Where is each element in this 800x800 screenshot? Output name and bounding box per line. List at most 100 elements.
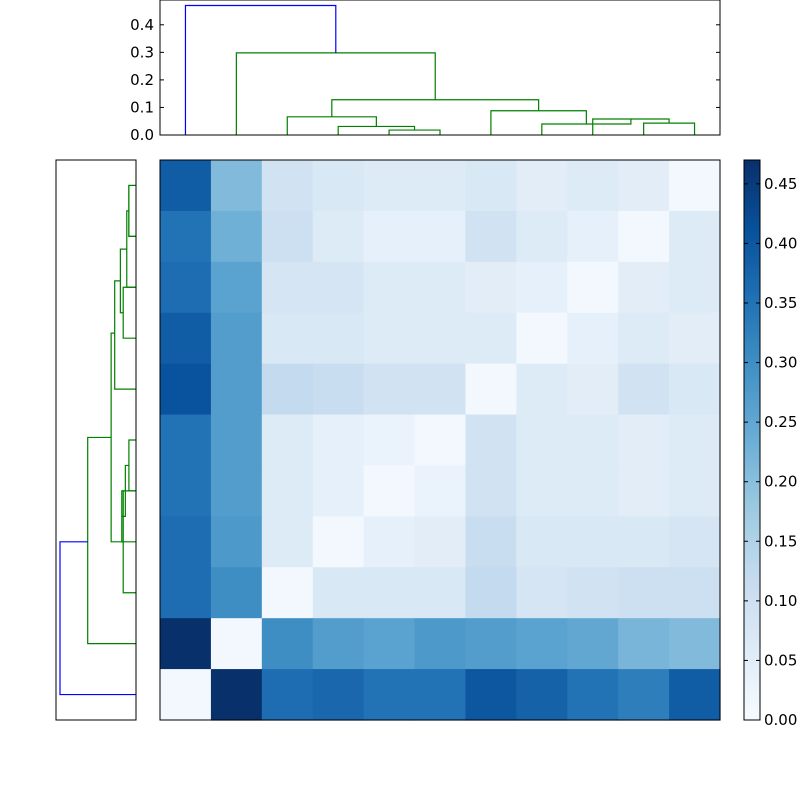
- heatmap-cell: [567, 210, 619, 263]
- top-dendrogram-tick-label: 0.0: [130, 126, 154, 144]
- heatmap-cell: [465, 465, 517, 517]
- heatmap-cell: [669, 160, 721, 212]
- heatmap-cell: [414, 516, 467, 568]
- heatmap-cell: [312, 465, 365, 517]
- left-dendrogram-link: [59, 541, 136, 696]
- top-dendrogram: 0.0 0.1 0.2 0.3 0.4: [130, 0, 721, 144]
- heatmap-cell: [363, 312, 416, 365]
- heatmap-cell: [516, 465, 568, 517]
- heatmap-cell: [669, 669, 721, 721]
- heatmap-cell: [567, 261, 619, 314]
- top-dendrogram-link: [388, 129, 441, 135]
- heatmap-cell: [363, 210, 416, 263]
- heatmap-cell: [567, 465, 619, 517]
- heatmap-cell: [618, 465, 670, 517]
- heatmap-cell: [160, 669, 212, 721]
- left-dendrogram-link: [122, 286, 136, 339]
- heatmap-cell: [312, 516, 365, 568]
- top-dendrogram-tick-label: 0.2: [130, 71, 154, 89]
- heatmap-cell: [363, 363, 416, 416]
- heatmap-cell: [160, 567, 212, 619]
- colorbar-tick-label: 0.40: [764, 234, 797, 252]
- heatmap-cell: [516, 312, 568, 365]
- colorbar-gradient: [743, 159, 761, 721]
- heatmap-cell: [261, 516, 314, 568]
- colorbar-tick-label: 0.25: [764, 413, 797, 431]
- heatmap-cell: [261, 669, 314, 721]
- heatmap-cell: [516, 210, 568, 263]
- heatmap-cell: [465, 312, 517, 365]
- heatmap-cell: [567, 363, 619, 416]
- heatmap-cell: [210, 261, 263, 314]
- heatmap-cell: [618, 261, 670, 314]
- heatmap-cell: [261, 160, 314, 212]
- heatmap-cell: [160, 414, 212, 467]
- top-dendrogram-y-axis: 0.0 0.1 0.2 0.3 0.4: [130, 16, 720, 144]
- heatmap-cell: [465, 261, 517, 314]
- heatmap-cell: [160, 261, 212, 314]
- heatmap-cell: [465, 210, 517, 263]
- heatmap-cell: [261, 312, 314, 365]
- top-dendrogram-links: [184, 4, 696, 135]
- heatmap-cell: [618, 210, 670, 263]
- heatmap-cell: [669, 210, 721, 263]
- heatmap-cell: [465, 567, 517, 619]
- heatmap-cell: [618, 567, 670, 619]
- heatmap-cell: [618, 160, 670, 212]
- heatmap-cell: [210, 465, 263, 517]
- heatmap-cell: [618, 363, 670, 416]
- heatmap-cell: [160, 160, 212, 212]
- heatmap-cell: [516, 669, 568, 721]
- colorbar-tick-label: 0.35: [764, 294, 797, 312]
- heatmap-cell: [465, 363, 517, 416]
- top-dendrogram-link: [235, 52, 436, 135]
- heatmap-cell: [516, 567, 568, 619]
- heatmap-frame: [159, 159, 721, 721]
- heatmap-cell: [210, 618, 263, 670]
- heatmap-cell: [210, 210, 263, 263]
- heatmap-cell: [261, 261, 314, 314]
- top-dendrogram-tick-label: 0.4: [130, 16, 154, 34]
- colorbar-tick-label: 0.30: [764, 354, 797, 372]
- heatmap-cell: [261, 363, 314, 416]
- heatmap-cell: [465, 414, 517, 467]
- heatmap-cell: [516, 414, 568, 467]
- heatmap-cell: [516, 618, 568, 670]
- heatmap-cell: [414, 261, 467, 314]
- colorbar-tick-label: 0.20: [764, 473, 797, 491]
- heatmap-cell: [363, 414, 416, 467]
- heatmap-cell: [414, 312, 467, 365]
- heatmap-cell: [567, 160, 619, 212]
- heatmap-cell: [363, 465, 416, 517]
- heatmap-cell: [669, 618, 721, 670]
- colorbar-ticks: 0.00 0.05 0.10 0.15 0.20 0.25 0.30 0.35 0.40 0.45: [744, 175, 797, 729]
- heatmap-cell: [363, 516, 416, 568]
- heatmap-cell: [363, 669, 416, 721]
- heatmap-cell: [414, 363, 467, 416]
- heatmap-cell: [465, 669, 517, 721]
- colorbar-tick-label: 0.15: [764, 532, 797, 550]
- top-dendrogram-link: [592, 118, 670, 135]
- heatmap-cell: [312, 312, 365, 365]
- heatmap-cell: [669, 414, 721, 467]
- heatmap-cell: [363, 567, 416, 619]
- heatmap-cell: [618, 414, 670, 467]
- colorbar-tick-label: 0.45: [764, 175, 797, 193]
- heatmap-cell: [516, 516, 568, 568]
- heatmap-cell: [312, 414, 365, 467]
- colorbar: 0.00 0.05 0.10 0.15 0.20 0.25 0.30 0.35 0.40 0.45: [743, 159, 797, 729]
- left-dendrogram-frame: [55, 159, 137, 721]
- left-dendrogram-link: [114, 280, 136, 390]
- heatmap-cell: [516, 261, 568, 314]
- heatmap-cell: [414, 210, 467, 263]
- top-dendrogram-link: [331, 99, 540, 117]
- heatmap-cell: [312, 363, 365, 416]
- heatmap-cell: [210, 414, 263, 467]
- heatmap-cells: [160, 160, 721, 721]
- heatmap-cell: [618, 312, 670, 365]
- heatmap-cell: [363, 160, 416, 212]
- heatmap-cell: [567, 516, 619, 568]
- heatmap-cell: [567, 618, 619, 670]
- heatmap-cell: [414, 465, 467, 517]
